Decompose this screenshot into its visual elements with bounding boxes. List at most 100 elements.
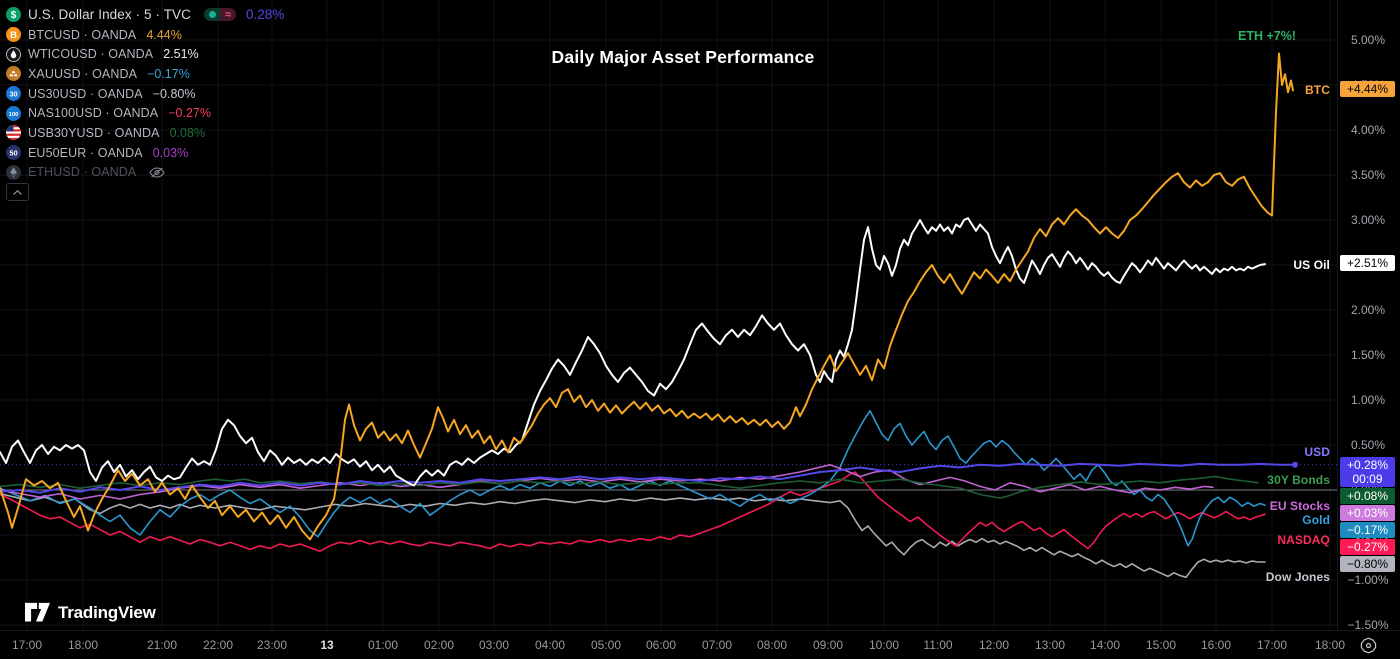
series-line-eu-stocks[interactable] [0, 463, 1214, 500]
series-label-btc: BTC [1305, 83, 1330, 97]
price-tick-label: 1.50% [1350, 348, 1386, 362]
price-tick-label: −1.00% [1347, 573, 1389, 587]
eu-stocks-price-badge: +0.03% [1340, 504, 1395, 521]
chevron-up-icon [13, 189, 22, 195]
time-tick-label: 11:00 [923, 638, 953, 652]
legend-symbol-name[interactable]: EU50EUR · OANDA [28, 145, 143, 160]
legend-row-eu50eur[interactable]: 50 EU50EUR · OANDA 0.03% [6, 143, 284, 163]
legend-change-value: 2.51% [163, 47, 199, 62]
dow-jones-price-badge: −0.80% [1340, 555, 1395, 572]
legend-symbol-name[interactable]: ETHUSD · OANDA [28, 165, 137, 180]
legend-symbol-name[interactable]: XAUUSD · OANDA [28, 66, 138, 81]
legend-row-us30usd[interactable]: 30 US30USD · OANDA −0.80% [6, 84, 284, 104]
tradingview-watermark: TradingView [25, 601, 156, 624]
price-tick-label: −1.50% [1347, 618, 1389, 632]
symbol-legend: $ U.S. Dollar Index · 5 · TVC ≈0.28% B BTCUS… [6, 5, 284, 182]
series-line-us-oil[interactable] [0, 217, 1266, 487]
series-line-usd[interactable] [0, 462, 1296, 494]
market-open-dot [204, 8, 220, 22]
legend-row-usb30yusd[interactable]: USB30YUSD · OANDA 0.08% [6, 123, 284, 143]
tradingview-logo-icon [25, 602, 50, 622]
series-label-us-oil: US Oil [1293, 258, 1330, 272]
time-tick-label: 05:00 [590, 638, 622, 652]
time-tick-label: 14:00 [1089, 638, 1121, 652]
legend-change-value: 4.44% [146, 27, 182, 42]
chart-plot-area[interactable] [0, 0, 1337, 630]
legend-row-btcusd[interactable]: B BTCUSD · OANDA 4.44% [6, 25, 284, 45]
time-tick-label: 17:00 [11, 638, 43, 652]
svg-text:B: B [10, 30, 17, 41]
eu50-icon: 50 [6, 145, 21, 161]
market-status-pill[interactable]: ≈ [204, 8, 236, 22]
legend-row-u.s.[interactable]: $ U.S. Dollar Index · 5 · TVC ≈0.28% [6, 5, 284, 25]
time-tick-label: 16:00 [1200, 638, 1232, 652]
chart-title: Daily Major Asset Performance [551, 47, 815, 67]
us-flag-icon [6, 125, 21, 141]
time-tick-label: 23:00 [256, 638, 288, 652]
series-line-30y-bonds[interactable] [0, 475, 1259, 499]
time-axis-labels: 17:00 18:00 21:00 22:00 23:00 13 01:00 02:00 03:… [0, 631, 1345, 659]
svg-text:50: 50 [9, 149, 17, 158]
price-tick-label: 3.00% [1350, 213, 1386, 227]
series-line-nasdaq[interactable] [0, 471, 1266, 553]
time-tick-label: 06:00 [645, 638, 677, 652]
nasdaq-price-badge: −0.27% [1340, 538, 1395, 555]
legend-change-value: 0.08% [169, 125, 206, 140]
series-label-gold: Gold [1302, 513, 1330, 527]
legend-symbol-name[interactable]: BTCUSD · OANDA [28, 27, 137, 42]
eye-off-icon[interactable] [143, 167, 166, 178]
legend-symbol-name[interactable]: USB30YUSD · OANDA [28, 125, 160, 140]
legend-symbol-name[interactable]: WTICOUSD · OANDA [28, 47, 154, 62]
legend-change-value: −0.27% [168, 106, 211, 121]
series-line-dow-jones[interactable] [0, 492, 1266, 579]
time-tick-label: 07:00 [701, 638, 733, 652]
oil-icon [6, 46, 21, 62]
delayed-data-icon: ≈ [220, 8, 236, 22]
gold-price-badge: −0.17% [1340, 521, 1395, 538]
legend-change-value: −0.80% [152, 86, 196, 101]
time-axis[interactable]: 17:00 18:00 21:00 22:00 23:00 13 01:00 02:00 03:… [0, 630, 1400, 659]
legend-row-xauusd[interactable]: XAUUSD · OANDA −0.17% [6, 64, 284, 84]
30y-bonds-price-badge: +0.08% [1340, 487, 1395, 504]
series-line-btc[interactable] [0, 52, 1294, 541]
legend-change-value: 0.28% [246, 7, 285, 23]
time-tick-label: 02:00 [423, 638, 455, 652]
legend-symbol-name[interactable]: U.S. Dollar Index · 5 · TVC [28, 7, 191, 23]
price-axis[interactable]: 5.00%4.50%4.00%3.50%3.00%2.50%2.00%1.50%… [1337, 0, 1400, 632]
gold-icon [6, 66, 21, 82]
legend-collapse-button[interactable] [6, 183, 29, 201]
time-tick-label: 18:00 [1314, 638, 1345, 652]
time-tick-label: 18:00 [67, 638, 99, 652]
svg-text:100: 100 [9, 112, 19, 118]
dow30-icon: 30 [6, 86, 21, 102]
time-tick-label: 10:00 [868, 638, 900, 652]
time-tick-label: 17:00 [1256, 638, 1288, 652]
time-tick-label: 01:00 [367, 638, 399, 652]
eth-icon [6, 164, 21, 180]
usd-index-icon: $ [6, 7, 21, 23]
price-tick-label: 5.00% [1350, 33, 1386, 47]
series-label-30y-bonds: 30Y Bonds [1267, 473, 1330, 487]
legend-symbol-name[interactable]: NAS100USD · OANDA [28, 106, 159, 121]
price-tick-label: 3.50% [1350, 168, 1386, 182]
usd-price-badge: +0.28% 00:09 [1340, 456, 1395, 487]
usd-last-price-dot [1292, 461, 1298, 468]
axis-settings-gear-icon[interactable] [1360, 637, 1377, 659]
legend-symbol-name[interactable]: US30USD · OANDA [28, 86, 143, 101]
legend-row-nas100usd[interactable]: 100 NAS100USD · OANDA −0.27% [6, 103, 284, 123]
time-tick-label: 13 [320, 638, 334, 652]
series-label-eu-stocks: EU Stocks [1269, 499, 1330, 513]
us-oil-price-badge: +2.51% [1340, 255, 1395, 272]
time-tick-label: 13:00 [1034, 638, 1066, 652]
eth-annotation: ETH +7%! [1237, 29, 1296, 43]
time-tick-label: 15:00 [1145, 638, 1177, 652]
time-tick-label: 22:00 [202, 638, 234, 652]
time-tick-label: 08:00 [756, 638, 788, 652]
btc-icon: B [6, 27, 21, 43]
legend-change-value: −0.17% [147, 66, 190, 81]
legend-row-ethusd[interactable]: ETHUSD · OANDA [6, 163, 284, 183]
svg-text:30: 30 [9, 89, 17, 98]
time-tick-label: 04:00 [534, 638, 566, 652]
legend-row-wticousd[interactable]: WTICOUSD · OANDA 2.51% [6, 44, 284, 64]
